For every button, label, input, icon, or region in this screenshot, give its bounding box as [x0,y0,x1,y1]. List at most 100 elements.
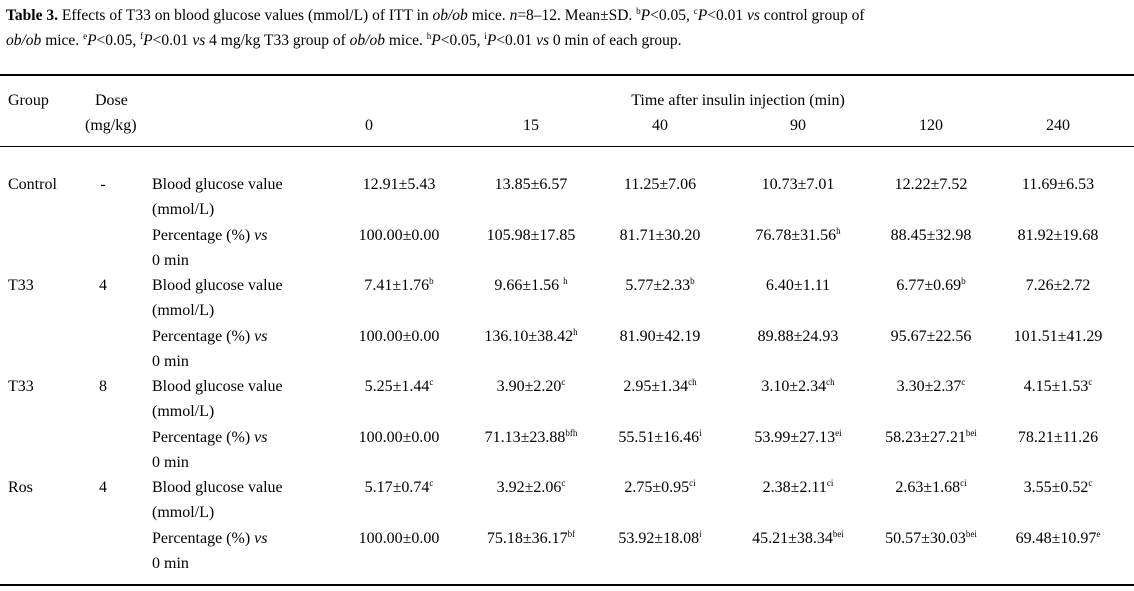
metric-label-pct-vs: vs [254,530,268,547]
cell-value: 7.41±1.76 [364,277,430,294]
cell-significance-mark: bei [832,529,844,539]
table-cell: 13.85±6.57 [495,172,568,197]
cell-significance-mark: i [699,529,702,539]
cell-value: 11.25±7.06 [623,176,697,193]
table-cell: 50.57±30.03bei [885,526,977,551]
cell-significance-mark: bfh [565,428,578,438]
cell-significance-mark: ci [826,478,834,488]
cell-value: 55.51±16.46 [618,429,700,446]
group-name: T33 [8,277,34,294]
table-cell: 3.92±2.06c [497,475,566,500]
caption-text: <0.01 [152,32,193,49]
caption-text: <0.05, [96,32,141,49]
cell-significance-mark: c [1088,478,1093,488]
table-cell: 101.51±41.29 [1014,324,1103,349]
table-cell: 89.88±24.93 [758,324,839,349]
cell-value: 89.88±24.93 [757,328,839,345]
cell-significance-mark: ei [835,428,842,438]
cell-value: 50.57±30.03 [885,530,966,547]
cell-significance-mark: c [1088,377,1093,387]
caption-text: ob/ob [6,32,42,49]
table-cell: 10.73±7.01 [762,172,835,197]
metric-label-bg-unit: (mmol/L) [152,302,215,319]
table-cell: 2.95±1.34ch [623,374,696,399]
table-cell: 12.91±5.43 [363,172,436,197]
cell-value: 101.51±41.29 [1013,328,1103,345]
cell-value: 100.00±0.00 [358,530,440,547]
table-cell: 3.30±2.37c [897,374,966,399]
table-bottom-rule [0,584,1134,586]
caption-text: P [486,32,497,49]
header-time-40: 40 [652,117,668,134]
cell-value: 100.00±0.00 [358,328,440,345]
metric-label-bg-unit: (mmol/L) [152,403,215,420]
cell-value: 88.45±32.98 [890,227,972,244]
cell-value: 69.48±10.97 [1015,530,1097,547]
caption-sup: i [484,31,487,41]
table-cell: 100.00±0.00 [359,324,440,349]
cell-significance-mark: h [563,276,568,286]
cell-significance-mark: b [961,276,966,286]
table-cell: 9.66±1.56 h [494,273,567,298]
cell-value: 53.92±18.08 [618,530,700,547]
table-cell: 11.69±6.53 [1022,172,1094,197]
group-dose: - [100,176,106,193]
header-dose-unit: (mg/kg) [85,117,137,134]
cell-value: 105.98±17.85 [486,227,576,244]
cell-value: 81.71±30.20 [619,227,701,244]
caption-text: vs [746,7,760,24]
caption-text: <0.05, [440,32,485,49]
caption-text: P [143,32,153,49]
cell-value: 3.90±2.20 [496,378,562,395]
cell-value: 76.78±31.56 [755,227,837,244]
table-cell: 76.78±31.56h [755,223,840,248]
table-cell: 6.77±0.69b [896,273,965,298]
cell-value: 9.66±1.56 [494,277,564,294]
table-cell: 3.55±0.52c [1024,475,1093,500]
table-cell: 3.90±2.20c [497,374,566,399]
table-cell: 136.10±38.42h [484,324,577,349]
cell-value: 81.92±19.68 [1017,227,1099,244]
table-cell: 2.38±2.11ci [763,475,834,500]
cell-value: 3.55±0.52 [1023,479,1089,496]
header-time-90: 90 [790,117,806,134]
cell-value: 58.23±27.21 [885,429,966,446]
group-name: Ros [8,479,33,496]
metric-label-pct-ref: 0 min [152,555,189,572]
table-cell: 11.25±7.06 [624,172,696,197]
table-cell: 88.45±32.98 [891,223,972,248]
table-cell: 7.41±1.76b [364,273,433,298]
table-cell: 105.98±17.85 [487,223,576,248]
cell-value: 11.69±6.53 [1021,176,1095,193]
cell-value: 5.25±1.44 [364,378,430,395]
metric-label-pct-vs: vs [254,429,268,446]
metric-label-pct: Percentage (%) vs [152,223,268,248]
caption-text: n [509,7,518,24]
table-cell: 5.77±2.33b [625,273,694,298]
cell-value: 7.26±2.72 [1025,277,1091,294]
cell-value: 75.18±36.17 [486,530,568,547]
caption-sup: e [83,31,88,41]
caption-text: mice. [41,32,84,49]
cell-significance-mark: c [429,377,434,387]
cell-value: 3.92±2.06 [496,479,562,496]
cell-value: 71.13±23.88 [484,429,566,446]
metric-label-pct-ref: 0 min [152,353,189,370]
cell-value: 78.21±11.26 [1017,429,1099,446]
table-cell: 78.21±11.26 [1018,425,1098,450]
table-cell: 6.40±1.11 [766,273,830,298]
table-cell: 81.92±19.68 [1018,223,1099,248]
caption-text: =8–12. Mean±SD. [517,7,637,24]
cell-significance-mark: ch [826,377,835,387]
cell-significance-mark: h [573,327,578,337]
table-cell: 53.99±27.13ei [754,425,841,450]
group-dose: 8 [99,378,107,395]
table-cell: 53.92±18.08i [618,526,701,551]
table-cell: 7.26±2.72 [1026,273,1091,298]
header-time-15: 15 [523,117,539,134]
group-name: T33 [8,378,34,395]
table-cell: 55.51±16.46i [618,425,701,450]
caption-text: <0.01 [707,7,747,24]
cell-significance-mark: c [561,478,566,488]
table-cell: 5.17±0.74c [365,475,434,500]
